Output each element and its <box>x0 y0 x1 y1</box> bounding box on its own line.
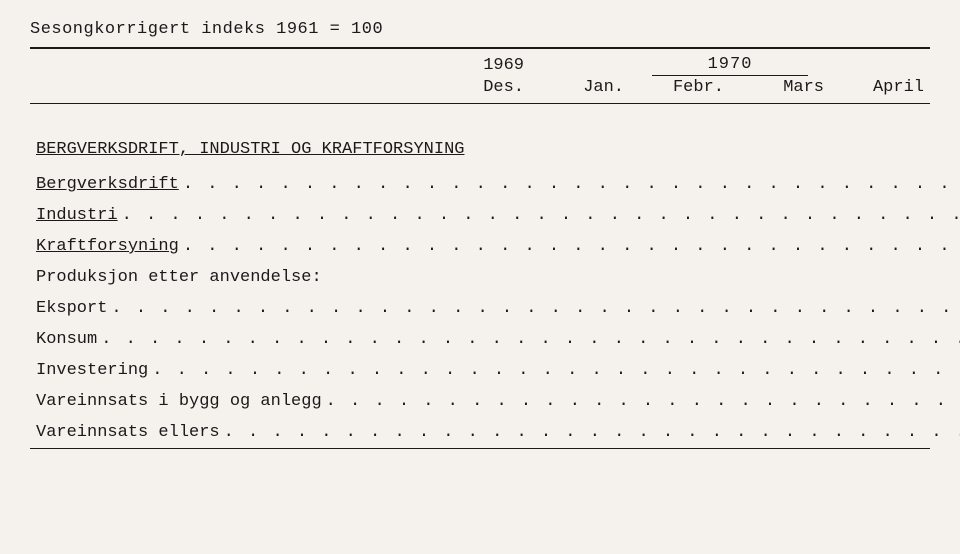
year-header-row: 1969 1970 <box>30 49 930 78</box>
table-row: Eksport. . . . . . . . . . . . . . . . .… <box>30 293 960 324</box>
table-row: Industri. . . . . . . . . . . . . . . . … <box>30 200 960 231</box>
table-row: Investering. . . . . . . . . . . . . . .… <box>30 355 960 386</box>
row-label: Industri <box>36 206 118 225</box>
table-row: Produksjon etter anvendelse: <box>30 262 960 293</box>
leader-dots: . . . . . . . . . . . . . . . . . . . . … <box>118 206 960 225</box>
section-heading: BERGVERKSDRIFT, INDUSTRI OG KRAFTFORSYNI… <box>36 140 464 159</box>
col-febr: Febr. <box>630 78 730 103</box>
leader-dots: . . . . . . . . . . . . . . . . . . . . … <box>322 392 960 411</box>
row-label: Kraftforsyning <box>36 237 179 256</box>
row-label: Konsum <box>36 330 97 349</box>
row-label: Bergverksdrift <box>36 175 179 194</box>
row-label: Produksjon etter anvendelse: <box>36 268 322 287</box>
table-row: Konsum. . . . . . . . . . . . . . . . . … <box>30 324 960 355</box>
col-des: Des. <box>430 78 530 103</box>
rule-bottom <box>30 448 930 449</box>
leader-dots: . . . . . . . . . . . . . . . . . . . . … <box>220 423 960 442</box>
leader-dots: . . . . . . . . . . . . . . . . . . . . … <box>179 237 960 256</box>
row-label: Eksport <box>36 299 107 318</box>
row-label: Vareinnsats ellers <box>36 423 220 442</box>
data-table: 1969 1970 Des. Jan. Febr. Mars April <box>30 49 930 103</box>
leader-dots: . . . . . . . . . . . . . . . . . . . . … <box>148 361 960 380</box>
col-april: April <box>830 78 930 103</box>
year-1969: 1969 <box>430 49 530 78</box>
col-jan: Jan. <box>530 78 630 103</box>
leader-dots: . . . . . . . . . . . . . . . . . . . . … <box>107 299 960 318</box>
table-row: BERGVERKSDRIFT, INDUSTRI OG KRAFTFORSYNI… <box>30 126 960 169</box>
leader-dots: . . . . . . . . . . . . . . . . . . . . … <box>179 175 960 194</box>
row-label: Vareinnsats i bygg og anlegg <box>36 392 322 411</box>
table-row: Vareinnsats i bygg og anlegg. . . . . . … <box>30 386 960 417</box>
leader-dots: . . . . . . . . . . . . . . . . . . . . … <box>97 330 960 349</box>
row-label: Investering <box>36 361 148 380</box>
table-row: Vareinnsats ellers. . . . . . . . . . . … <box>30 417 960 448</box>
month-header-row: Des. Jan. Febr. Mars April <box>30 78 930 103</box>
col-mars: Mars <box>730 78 830 103</box>
page-title: Sesongkorrigert indeks 1961 = 100 <box>30 20 930 39</box>
data-body: BERGVERKSDRIFT, INDUSTRI OG KRAFTFORSYNI… <box>30 104 960 448</box>
table-row: Bergverksdrift. . . . . . . . . . . . . … <box>30 169 960 200</box>
year-1970: 1970 <box>652 55 809 76</box>
table-row: Kraftforsyning. . . . . . . . . . . . . … <box>30 231 960 262</box>
